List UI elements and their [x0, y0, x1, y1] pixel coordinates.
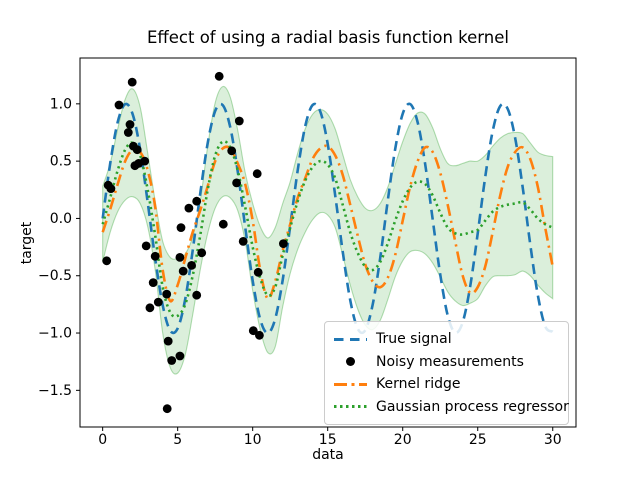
x-axis-label: data — [312, 447, 344, 463]
noisy-measurement-point — [106, 184, 116, 194]
kernel-ridge-curve — [101, 144, 554, 303]
noisy-measurement-point — [232, 178, 242, 188]
noisy-measurement-point — [140, 156, 150, 166]
noisy-measurement-point — [163, 336, 173, 346]
noisy-measurement-point — [132, 145, 142, 155]
dashed-line-icon — [334, 337, 367, 341]
gaussian-process-regressor-curve — [101, 140, 554, 318]
scatter-dot-icon — [334, 357, 367, 367]
noisy-measurement-point — [252, 169, 262, 179]
noisy-measurement-point — [150, 251, 160, 261]
dotted-line-icon — [334, 405, 367, 409]
noisy-measurement-point — [114, 100, 124, 110]
noisy-measurement-point — [197, 248, 207, 258]
noisy-measurement-point — [248, 326, 258, 336]
noisy-measurement-point — [167, 356, 177, 365]
noisy-measurement-point — [192, 290, 202, 300]
y-tick-label: 0.5 — [50, 154, 72, 170]
x-tick-label: 20 — [394, 432, 412, 448]
x-tick-label: 0 — [98, 432, 107, 448]
noisy-measurement-point — [255, 330, 264, 340]
legend-label-noisy-measurements: Noisy measurements — [376, 353, 524, 370]
legend-item-true-signal: True signal — [334, 328, 560, 351]
noisy-measurement-point — [187, 261, 197, 270]
noisy-measurement-point — [145, 303, 155, 313]
noisy-measurement-point — [184, 203, 194, 213]
noisy-measurement-point — [148, 278, 158, 287]
legend-item-kernel-ridge: Kernel ridge — [334, 373, 560, 396]
noisy-measurement-point — [127, 77, 137, 87]
noisy-measurement-point — [227, 146, 237, 156]
x-tick-label: 15 — [319, 432, 337, 448]
y-tick-label: −1.0 — [38, 326, 72, 342]
noisy-measurement-point — [102, 256, 112, 266]
noisy-measurement-point — [279, 239, 288, 249]
noisy-measurement-point — [253, 267, 263, 277]
legend-item-gaussian-process-regressor: Gaussian process regressor — [334, 396, 569, 419]
chart-title: Effect of using a radial basis function … — [146, 28, 509, 47]
true-signal-curve — [101, 102, 554, 335]
x-tick-label: 25 — [469, 432, 487, 448]
noisy-measurement-point — [153, 297, 163, 307]
noisy-measurement-point — [218, 219, 228, 229]
noisy-measurement-point — [178, 266, 188, 276]
noisy-measurement-point — [162, 289, 172, 299]
y-tick-label: 0.0 — [50, 211, 72, 227]
y-tick-label: 1.0 — [50, 96, 72, 112]
noisy-measurement-point — [238, 237, 248, 246]
x-tick-label: 5 — [173, 432, 182, 448]
noisy-measurement-point — [130, 161, 140, 171]
noisy-measurement-point — [125, 120, 135, 129]
y-tick-label: −0.5 — [38, 268, 72, 284]
noisy-measurement-point — [214, 71, 224, 81]
legend-label-kernel-ridge: Kernel ridge — [376, 376, 461, 393]
legend: True signal Noisy measurements Kernel ri… — [324, 321, 569, 425]
legend-item-noisy-measurements: Noisy measurements — [334, 351, 560, 374]
y-axis-label: target — [19, 221, 35, 265]
dashdot-line-icon — [334, 382, 367, 386]
legend-label-true-signal: True signal — [376, 331, 452, 348]
legend-label-gaussian-process-regressor: Gaussian process regressor — [376, 398, 569, 415]
noisy-measurement-point — [175, 253, 185, 262]
noisy-measurement-point — [141, 241, 151, 251]
noisy-measurement-point — [175, 351, 185, 361]
noisy-measurement-point — [123, 128, 133, 137]
x-tick-label: 10 — [244, 432, 262, 448]
x-tick-label: 30 — [544, 432, 562, 448]
noisy-measurement-point — [176, 223, 186, 233]
noisy-measurement-point — [192, 196, 202, 206]
noisy-measurement-point — [234, 116, 244, 126]
y-tick-label: −1.5 — [38, 383, 72, 399]
noisy-measurement-point — [162, 404, 172, 414]
